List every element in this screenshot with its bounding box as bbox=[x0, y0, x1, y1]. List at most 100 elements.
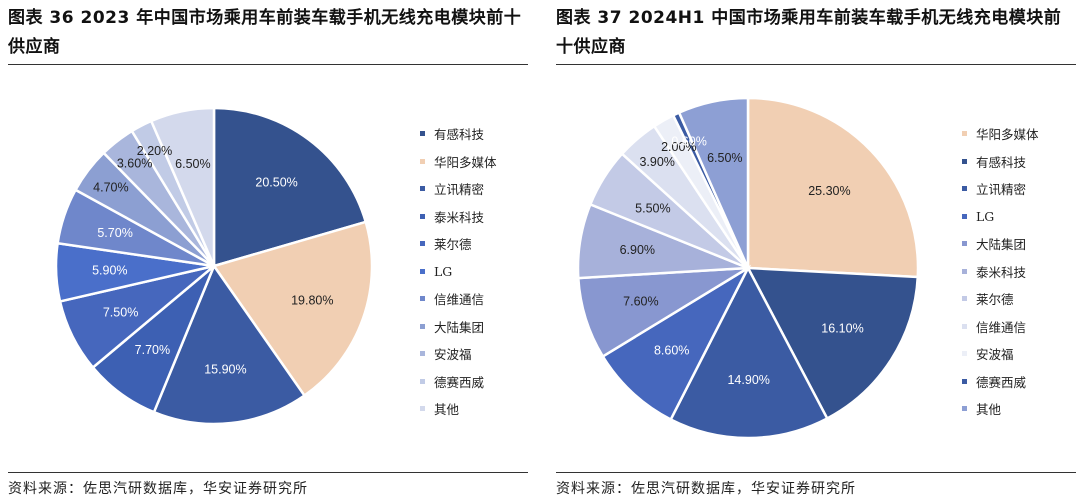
legend-entry: 华阳多媒体 bbox=[962, 120, 1039, 148]
legend-entry: 有感科技 bbox=[962, 148, 1039, 176]
legend-entry: 莱尔德 bbox=[420, 230, 497, 258]
legend-swatch bbox=[962, 378, 967, 384]
data-label: 25.30% bbox=[808, 184, 850, 198]
data-label: 5.70% bbox=[97, 226, 132, 240]
legend-entry: LG bbox=[962, 203, 1039, 231]
legend-label: LG bbox=[434, 263, 453, 279]
legend-swatch bbox=[962, 406, 967, 412]
chart-title: 图表 36 2023 年中国市场乘用车前装车载手机无线充电模块前十供应商 bbox=[8, 8, 522, 57]
data-label: 20.50% bbox=[255, 176, 297, 190]
legend-label: 其他 bbox=[976, 402, 1002, 418]
data-label: 7.70% bbox=[135, 343, 170, 357]
legend-entry: 泰米科技 bbox=[420, 203, 497, 231]
data-label: 15.90% bbox=[204, 363, 246, 377]
pie-slice bbox=[149, 106, 216, 267]
legend-label: 大陆集团 bbox=[434, 319, 485, 335]
data-label: 3.90% bbox=[639, 155, 674, 169]
source-divider bbox=[556, 472, 1076, 473]
data-label: 4.70% bbox=[93, 181, 128, 195]
legend-swatch bbox=[962, 323, 967, 329]
legend-label: 德赛西威 bbox=[976, 374, 1027, 390]
legend-swatch bbox=[420, 378, 425, 384]
pie-slice bbox=[745, 266, 920, 421]
legend-entry: 信维通信 bbox=[962, 313, 1039, 341]
legend-label: 有感科技 bbox=[434, 127, 485, 143]
data-label: 16.10% bbox=[821, 322, 863, 336]
data-label: 7.50% bbox=[103, 306, 138, 320]
legend-entry: 安波福 bbox=[420, 340, 497, 368]
data-label: 19.80% bbox=[291, 294, 333, 308]
legend-swatch bbox=[962, 213, 967, 219]
legend-2024h1: 华阳多媒体有感科技立讯精密 LG 大陆集团泰米科技莱尔德信维通信安波福德赛西威其他 bbox=[962, 120, 1039, 423]
data-label: 2.20% bbox=[137, 144, 172, 158]
data-label: 3.60% bbox=[117, 157, 152, 171]
legend-label: 泰米科技 bbox=[434, 209, 485, 225]
pie-slice bbox=[746, 96, 920, 279]
pie-slice bbox=[212, 106, 368, 268]
legend-swatch bbox=[962, 131, 967, 137]
legend-entry: 有感科技 bbox=[420, 120, 497, 148]
title-divider bbox=[556, 64, 1076, 65]
legend-entry: 莱尔德 bbox=[962, 285, 1039, 313]
legend-label: 莱尔德 bbox=[976, 292, 1014, 308]
legend-swatch bbox=[420, 131, 425, 137]
pie-chart-2024h1: 25.30% 16.10% 14.90% 8.60% 7.60% 6.90% 5.50% 3.… bbox=[576, 96, 920, 440]
data-label: 7.60% bbox=[623, 295, 658, 309]
legend-entry: LG bbox=[420, 258, 497, 286]
data-label: 0.60% bbox=[671, 135, 706, 149]
legend-entry: 安波福 bbox=[962, 340, 1039, 368]
legend-label: 莱尔德 bbox=[434, 237, 472, 253]
legend-swatch bbox=[420, 268, 425, 274]
title-divider bbox=[8, 64, 528, 65]
legend-entry: 德赛西威 bbox=[962, 368, 1039, 396]
pie-slice bbox=[152, 263, 307, 426]
legend-swatch bbox=[962, 186, 967, 192]
legend-swatch bbox=[420, 186, 425, 192]
legend-label: 立讯精密 bbox=[976, 182, 1027, 198]
legend-label: 立讯精密 bbox=[434, 182, 485, 198]
data-label: 8.60% bbox=[654, 343, 689, 357]
legend-label: 德赛西威 bbox=[434, 374, 485, 390]
legend-swatch bbox=[420, 296, 425, 302]
legend-entry: 泰米科技 bbox=[962, 258, 1039, 286]
legend-entry: 大陆集团 bbox=[420, 313, 497, 341]
data-label: 6.50% bbox=[707, 151, 742, 165]
legend-entry: 立讯精密 bbox=[962, 175, 1039, 203]
legend-label: 安波福 bbox=[976, 347, 1014, 363]
pie-slice bbox=[601, 264, 752, 422]
data-label: 5.50% bbox=[635, 201, 670, 215]
legend-label: 有感科技 bbox=[976, 154, 1027, 170]
data-label: 6.90% bbox=[620, 243, 655, 257]
legend-entry: 大陆集团 bbox=[962, 230, 1039, 258]
data-label: 14.90% bbox=[727, 373, 769, 387]
pie-chart-2023: 20.50% 19.80% 15.90% 7.70% 7.50% 5.90% 5.70% 4.… bbox=[54, 106, 374, 426]
data-label: 2.00% bbox=[661, 140, 696, 154]
legend-2023: 有感科技 华阳多媒体 立讯精密 泰米科技 莱尔德 LG 信维通信 大陆集团 安波福 德赛西威 其他 bbox=[420, 120, 497, 423]
legend-swatch bbox=[962, 241, 967, 247]
legend-label: 大陆集团 bbox=[976, 237, 1027, 253]
legend-swatch bbox=[420, 406, 425, 412]
legend-swatch bbox=[962, 296, 967, 302]
legend-label: 华阳多媒体 bbox=[976, 127, 1039, 143]
chart-title: 图表 37 2024H1 中国市场乘用车前装车载手机无线充电模块前十供应商 bbox=[556, 8, 1062, 57]
legend-label: 安波福 bbox=[434, 347, 472, 363]
legend-entry: 信维通信 bbox=[420, 285, 497, 313]
source-note: 资料来源：佐思汽研数据库，华安证券研究所 bbox=[556, 481, 856, 497]
data-label: 5.90% bbox=[92, 263, 127, 277]
legend-swatch bbox=[420, 158, 425, 164]
legend-label: 信维通信 bbox=[434, 292, 485, 308]
chart-panel-2023: 图表 36 2023 年中国市场乘用车前装车载手机无线充电模块前十供应商 20.… bbox=[0, 0, 532, 504]
legend-swatch bbox=[962, 351, 967, 357]
legend-label: 其他 bbox=[434, 402, 460, 418]
legend-swatch bbox=[962, 158, 967, 164]
legend-entry: 立讯精密 bbox=[420, 175, 497, 203]
legend-entry: 其他 bbox=[962, 395, 1039, 423]
chart-panel-2024h1: 图表 37 2024H1 中国市场乘用车前装车载手机无线充电模块前十供应商 25… bbox=[548, 0, 1080, 504]
legend-label: LG bbox=[976, 208, 995, 224]
legend-label: 信维通信 bbox=[976, 319, 1027, 335]
legend-swatch bbox=[420, 323, 425, 329]
pie-slice bbox=[677, 96, 750, 269]
legend-entry: 其他 bbox=[420, 395, 497, 423]
data-label: 6.50% bbox=[175, 157, 210, 171]
pie-slice bbox=[669, 265, 829, 440]
